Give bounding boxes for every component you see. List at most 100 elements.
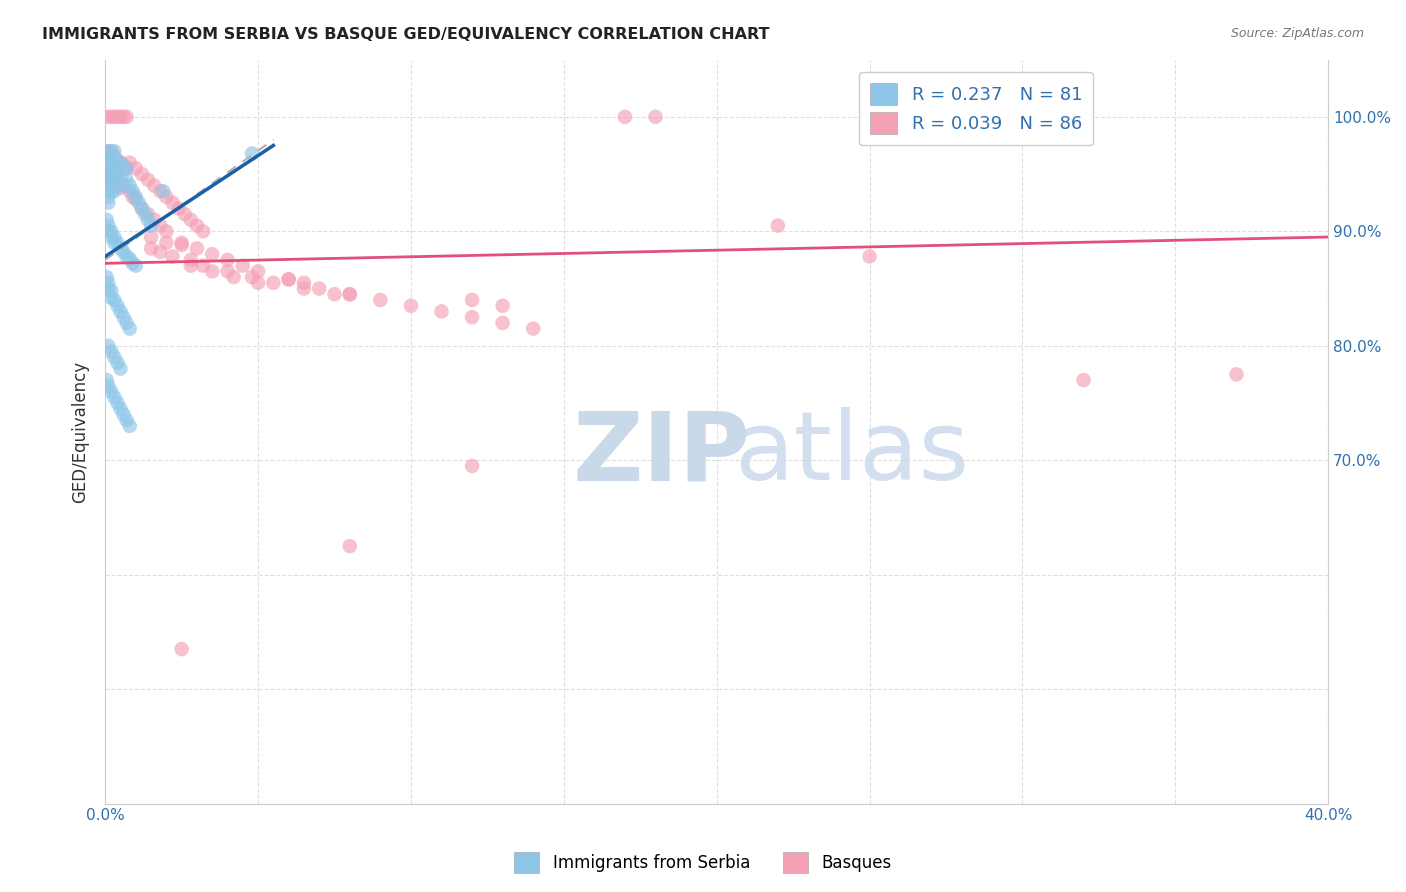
Point [107, 178, 129, 193]
Point [115, 250, 138, 264]
Point [103, 235, 125, 250]
Point [103, 110, 125, 124]
Y-axis label: GED/Equivalency: GED/Equivalency [72, 360, 89, 503]
Text: ZIP: ZIP [572, 408, 751, 500]
Point [170, 238, 193, 252]
Point [103, 173, 125, 187]
Point [112, 110, 135, 124]
Point [118, 252, 141, 266]
Point [97, 190, 120, 204]
Point [115, 110, 138, 124]
Point [115, 413, 138, 427]
Point [162, 195, 184, 210]
Point [107, 110, 129, 124]
Point [430, 304, 453, 318]
Point [125, 192, 148, 206]
Point [97, 150, 120, 164]
Point [191, 259, 214, 273]
Point [107, 299, 129, 313]
Point [155, 190, 177, 204]
Point [139, 230, 162, 244]
Point [103, 167, 125, 181]
Point [1073, 373, 1095, 387]
Point [118, 155, 141, 169]
Point [110, 242, 132, 256]
Point [370, 293, 392, 307]
Text: atlas: atlas [734, 408, 969, 500]
Point [118, 321, 141, 335]
Point [110, 304, 132, 318]
Point [97, 276, 120, 290]
Point [103, 390, 125, 404]
Point [107, 167, 129, 181]
Point [308, 281, 330, 295]
Point [100, 161, 122, 176]
Point [115, 161, 138, 176]
Point [339, 539, 361, 553]
Point [149, 219, 172, 233]
Point [186, 219, 208, 233]
Point [201, 247, 224, 261]
Point [107, 235, 129, 250]
Point [121, 184, 143, 198]
Point [97, 219, 120, 233]
Point [112, 408, 135, 422]
Point [323, 287, 346, 301]
Point [461, 458, 484, 473]
Point [115, 161, 138, 176]
Point [170, 235, 193, 250]
Point [136, 212, 159, 227]
Point [134, 207, 156, 221]
Point [100, 146, 122, 161]
Point [97, 167, 120, 181]
Point [100, 150, 122, 164]
Point [644, 110, 666, 124]
Point [201, 264, 224, 278]
Point [131, 202, 153, 216]
Point [121, 256, 143, 270]
Point [96, 212, 118, 227]
Point [100, 284, 122, 298]
Legend: Immigrants from Serbia, Basques: Immigrants from Serbia, Basques [508, 846, 898, 880]
Point [339, 287, 361, 301]
Point [110, 181, 132, 195]
Point [339, 287, 361, 301]
Point [96, 144, 118, 158]
Point [97, 110, 120, 124]
Point [277, 272, 299, 286]
Point [110, 155, 132, 169]
Point [97, 167, 120, 181]
Point [97, 178, 120, 193]
Point [107, 153, 129, 168]
Point [247, 264, 270, 278]
Point [100, 184, 122, 198]
Point [240, 146, 263, 161]
Point [97, 379, 120, 393]
Point [97, 224, 120, 238]
Point [125, 190, 148, 204]
Point [103, 184, 125, 198]
Point [103, 230, 125, 244]
Point [170, 642, 193, 657]
Point [139, 219, 162, 233]
Point [96, 373, 118, 387]
Point [100, 384, 122, 399]
Point [97, 173, 120, 187]
Point [100, 110, 122, 124]
Point [110, 155, 132, 169]
Point [107, 396, 129, 410]
Point [103, 155, 125, 169]
Point [118, 184, 141, 198]
Point [100, 178, 122, 193]
Point [112, 310, 135, 325]
Point [96, 270, 118, 285]
Point [613, 110, 636, 124]
Point [162, 250, 184, 264]
Point [97, 281, 120, 295]
Point [247, 276, 270, 290]
Point [121, 190, 143, 204]
Point [110, 361, 132, 376]
Point [152, 184, 174, 198]
Point [100, 167, 122, 181]
Point [136, 173, 159, 187]
